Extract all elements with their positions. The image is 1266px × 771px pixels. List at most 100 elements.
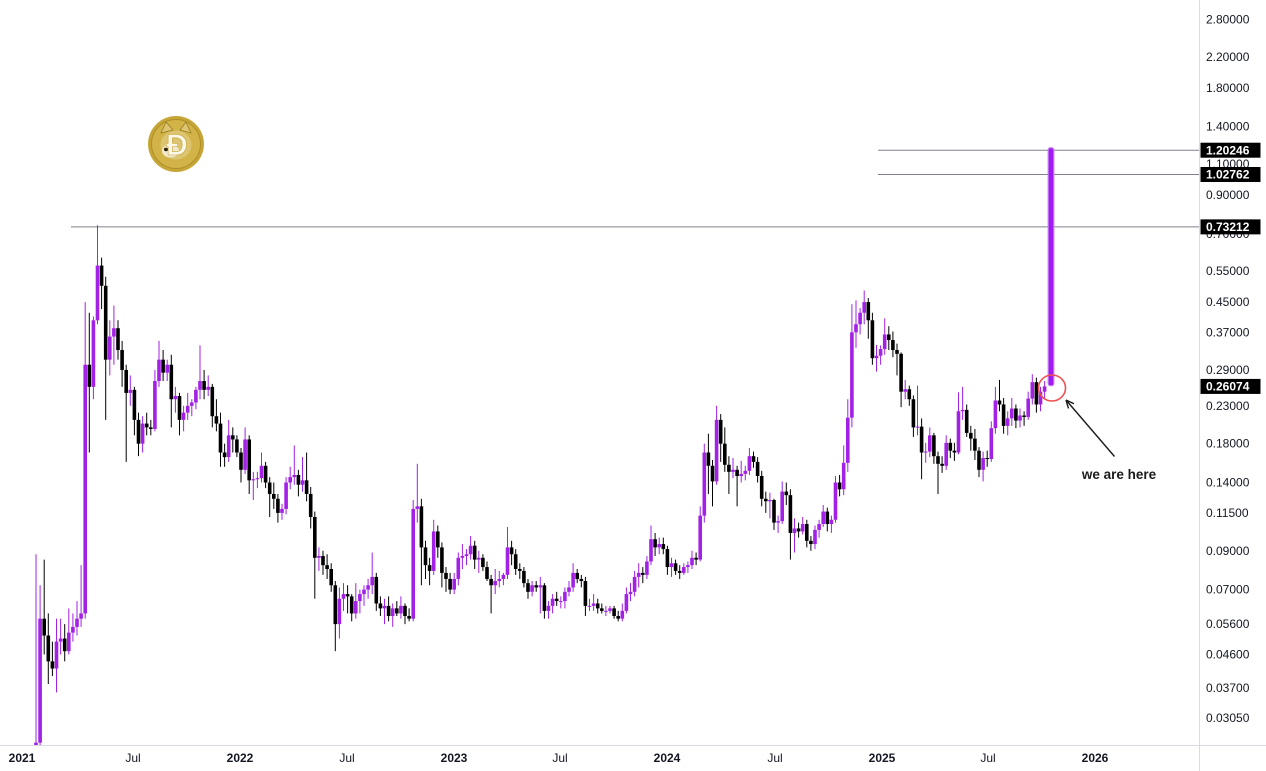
candle-body (747, 456, 752, 471)
y-axis-tick-label: 0.23000 (1206, 399, 1250, 413)
candle-body (190, 402, 194, 406)
candle-body (554, 598, 559, 602)
candle-body (337, 598, 342, 625)
candle-body (513, 554, 518, 569)
candle-body (403, 605, 407, 617)
candle-body (862, 302, 866, 313)
candle-body (136, 419, 141, 444)
candle-body (247, 439, 251, 481)
candle-body (210, 386, 215, 417)
candle-body (62, 638, 67, 652)
candle-body (928, 435, 932, 452)
candle-body (694, 557, 698, 560)
candle-body (620, 610, 625, 619)
time-axis[interactable]: 2021 Jul 2022 Jul 2023 Jul 2024 Jul 2025 Jul 2026 (0, 745, 1266, 766)
candle-body (177, 396, 182, 420)
candle-body (50, 661, 55, 669)
candle-body (567, 587, 571, 592)
candle-body (399, 605, 403, 614)
y-axis-tick-label: 2.20000 (1206, 50, 1250, 64)
arrow-annotation[interactable] (1065, 399, 1116, 457)
candle-body (456, 557, 461, 579)
candle-body (157, 359, 161, 382)
candle-body (325, 565, 329, 569)
candle-body (788, 495, 793, 533)
x-axis-tick-label: 2026 (1082, 751, 1109, 765)
candle-body (38, 618, 42, 743)
candle-body (124, 369, 128, 393)
x-axis-tick-label: Jul (125, 751, 140, 765)
price-level-label: 1.02762 (1206, 168, 1250, 182)
we-are-here-annotation[interactable]: we are here (1037, 374, 1157, 482)
y-axis-tick-label: 0.37000 (1206, 325, 1250, 339)
candle-body (755, 461, 760, 477)
candle-body (571, 572, 575, 588)
y-axis-tick-label: 1.40000 (1206, 120, 1250, 134)
candle-body (431, 531, 436, 571)
price-level-label-box (1200, 142, 1261, 158)
candle-body (641, 572, 645, 575)
candle-body (772, 500, 776, 523)
candle-body (378, 603, 383, 609)
candle-body (780, 491, 784, 522)
candle-body (169, 364, 174, 400)
dogecoin-coin-icon: Đ (148, 116, 204, 172)
candle-body (636, 572, 641, 577)
candle-body (735, 469, 739, 477)
y-axis-tick-label: 0.55000 (1206, 264, 1250, 278)
candle-body (390, 608, 395, 617)
candle-body (206, 386, 210, 390)
y-axis-tick-label: 0.09000 (1206, 544, 1250, 558)
candle-body (259, 465, 264, 479)
candle-body (427, 565, 432, 571)
candle-body (891, 340, 895, 351)
candle-body (522, 570, 526, 584)
candle-body (226, 435, 231, 458)
candle-body (923, 451, 928, 453)
candle-body (1001, 404, 1006, 426)
candle-body (362, 589, 366, 595)
candle-body (304, 480, 309, 494)
candle-body (887, 334, 891, 341)
candle-body (899, 353, 903, 392)
candle-body (546, 605, 551, 611)
candle-body (509, 547, 514, 555)
candle-body (526, 583, 530, 592)
y-axis-tick-label: 0.04600 (1206, 647, 1250, 661)
candle-body (91, 320, 96, 387)
candle-body (386, 605, 391, 617)
candle-body (710, 465, 715, 482)
candle-body (472, 545, 477, 560)
candle-body (448, 578, 452, 590)
candle-body (534, 585, 538, 588)
candle-body (460, 556, 465, 558)
projection-spike[interactable] (1047, 147, 1055, 387)
price-axis[interactable]: 2.800002.200001.800001.400001.100000.900… (1199, 0, 1261, 771)
candle-body (1034, 382, 1039, 405)
candle-body (83, 364, 87, 614)
x-axis-tick-label: Jul (980, 751, 995, 765)
candle-body (997, 400, 1002, 405)
candle-body (489, 578, 493, 586)
candle-body (99, 265, 104, 286)
candle-body (608, 608, 612, 611)
candle-body (542, 585, 547, 611)
horizontal-ray-lines[interactable] (71, 149, 1199, 228)
candle-body (575, 572, 579, 579)
red-circle-annotation[interactable] (1037, 374, 1067, 402)
candle-body (202, 381, 206, 390)
candle-body (255, 478, 260, 480)
candle-body (1022, 415, 1026, 417)
candle-body (464, 554, 469, 557)
candle-body (645, 561, 649, 575)
candle-body (714, 419, 719, 482)
candle-body (919, 426, 924, 453)
candle-body (661, 544, 666, 550)
candle-body (759, 476, 764, 499)
candle-body (739, 473, 743, 477)
candle-body (624, 594, 629, 611)
candle-body (628, 591, 633, 595)
candle-body (46, 635, 51, 662)
projection-spike-bar[interactable] (1047, 147, 1055, 387)
